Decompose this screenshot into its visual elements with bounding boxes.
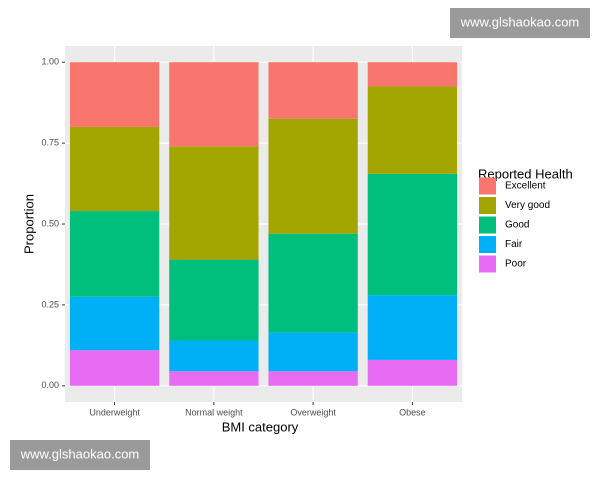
legend-label: Very good: [505, 200, 550, 211]
watermark-box: [450, 8, 590, 38]
bar-segment: [169, 62, 259, 147]
x-tick-label: Underweight: [89, 407, 140, 417]
watermark-box: [10, 440, 150, 470]
y-tick-label: 0.75: [41, 137, 59, 147]
legend-key: [479, 236, 496, 253]
bar-segment: [367, 173, 458, 296]
legend-key: [479, 216, 496, 234]
bar-segment: [367, 295, 458, 360]
bar-segment: [268, 233, 358, 333]
y-tick-label: 0.25: [41, 299, 59, 309]
bar-segment: [169, 340, 259, 372]
y-tick-label: 0.00: [41, 380, 59, 390]
legend-key: [479, 197, 496, 214]
y-tick-label: 1.00: [41, 57, 59, 67]
legend-label: Excellent: [505, 181, 546, 192]
bar-segment: [69, 126, 160, 212]
bar-segment: [169, 146, 259, 260]
watermark: www.glshaokao.com: [460, 14, 580, 29]
bar-segment: [268, 118, 358, 234]
bar-segment: [69, 62, 160, 127]
y-tick-label: 0.50: [41, 218, 59, 228]
legend-label: Fair: [505, 239, 523, 250]
bar-segment: [69, 211, 160, 297]
legend-label: Good: [505, 220, 529, 231]
bar-segment: [367, 359, 458, 386]
legend-label: Poor: [505, 259, 527, 270]
legend-key: [479, 255, 496, 273]
watermark: www.glshaokao.com: [20, 446, 140, 461]
bar-segment: [268, 62, 358, 119]
x-tick-label: Obese: [399, 407, 426, 417]
x-tick-label: Normal weight: [185, 407, 243, 417]
legend-key: [479, 177, 496, 195]
bar-segment: [367, 62, 458, 87]
bar-segment: [268, 332, 358, 372]
x-axis-label: BMI category: [222, 419, 299, 434]
legend-title: Reported Health: [478, 166, 573, 181]
bar-segment: [367, 86, 458, 174]
x-tick-label: Overweight: [290, 407, 336, 417]
bar-segment: [268, 371, 358, 386]
bar-segment: [69, 296, 160, 351]
bar-segment: [169, 259, 259, 341]
bar-segment: [169, 371, 259, 386]
bar-segment: [69, 350, 160, 386]
y-axis-label: Proportion: [21, 194, 36, 254]
